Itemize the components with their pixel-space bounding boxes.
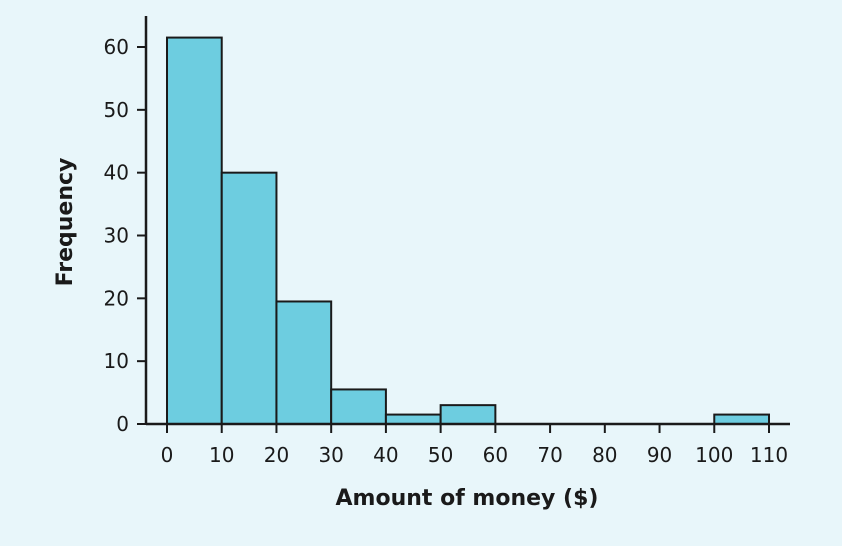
x-tick-label: 90 — [647, 443, 672, 467]
histogram-bar-40-50 — [384, 413, 442, 426]
histogram-bar-30-40 — [330, 388, 387, 426]
histogram-bar-100-110 — [713, 413, 770, 426]
histogram-bar-20-30 — [275, 300, 333, 426]
x-tick-label: 10 — [209, 443, 234, 467]
x-tick-label: 60 — [483, 443, 508, 467]
x-tick-label: 80 — [592, 443, 617, 467]
x-tick-label: 110 — [750, 443, 788, 467]
y-tick-label: 0 — [116, 412, 129, 436]
ticks-layer: 0 10 20 30 40 50 60 70 80 90 100 110 0 10 20 30 40 50 60 — [104, 35, 789, 467]
x-tick-label: 30 — [318, 443, 343, 467]
x-axis-title: Amount of money ($) — [336, 486, 599, 511]
histogram-bar-0-10 — [166, 36, 223, 425]
y-tick-label: 10 — [104, 349, 129, 373]
histogram-bar-50-60 — [439, 404, 497, 425]
x-tick-label: 100 — [695, 443, 733, 467]
y-tick-label: 20 — [104, 286, 129, 310]
axes-layer — [144, 16, 790, 426]
y-tick-label: 30 — [104, 224, 129, 248]
y-tick-label: 50 — [104, 98, 129, 122]
x-tick-label: 20 — [264, 443, 289, 467]
y-axis-title: Frequency — [53, 158, 78, 287]
bars-layer — [166, 36, 770, 426]
x-tick-label: 50 — [428, 443, 453, 467]
histogram-bar-10-20 — [220, 171, 278, 425]
x-tick-label: 0 — [161, 443, 174, 467]
x-tick-label: 70 — [537, 443, 562, 467]
y-tick-label: 40 — [104, 161, 129, 185]
x-tick-label: 40 — [373, 443, 398, 467]
y-tick-label: 60 — [104, 35, 129, 59]
